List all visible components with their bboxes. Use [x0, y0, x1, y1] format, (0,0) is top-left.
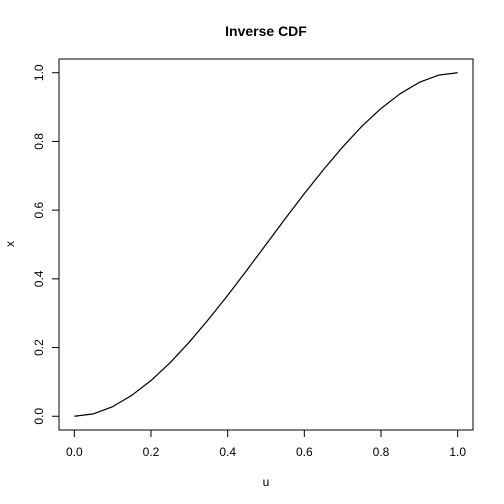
chart-title: Inverse CDF	[225, 23, 307, 39]
plot-area	[74, 72, 458, 417]
x-tick-label: 0.6	[296, 445, 313, 459]
y-axis-label: x	[3, 241, 17, 247]
x-axis: 0.0 0.2 0.4 0.6 0.8 1.0	[66, 429, 466, 459]
x-tick-label: 0.0	[66, 445, 83, 459]
x-tick-label: 0.8	[373, 445, 390, 459]
y-axis: 0.0 0.2 0.4 0.6 0.8 1.0	[32, 64, 60, 425]
y-tick-label: 0.4	[32, 270, 46, 287]
x-tick-label: 0.4	[219, 445, 236, 459]
y-tick-label: 0.6	[32, 201, 46, 218]
y-tick-label: 0.8	[32, 133, 46, 150]
series-line	[74, 72, 458, 417]
y-tick-label: 1.0	[32, 64, 46, 81]
x-axis-label: u	[263, 475, 270, 489]
x-tick-label: 0.2	[143, 445, 160, 459]
y-tick-label: 0.2	[32, 339, 46, 356]
x-tick-label: 1.0	[449, 445, 466, 459]
y-tick-label: 0.0	[32, 408, 46, 425]
